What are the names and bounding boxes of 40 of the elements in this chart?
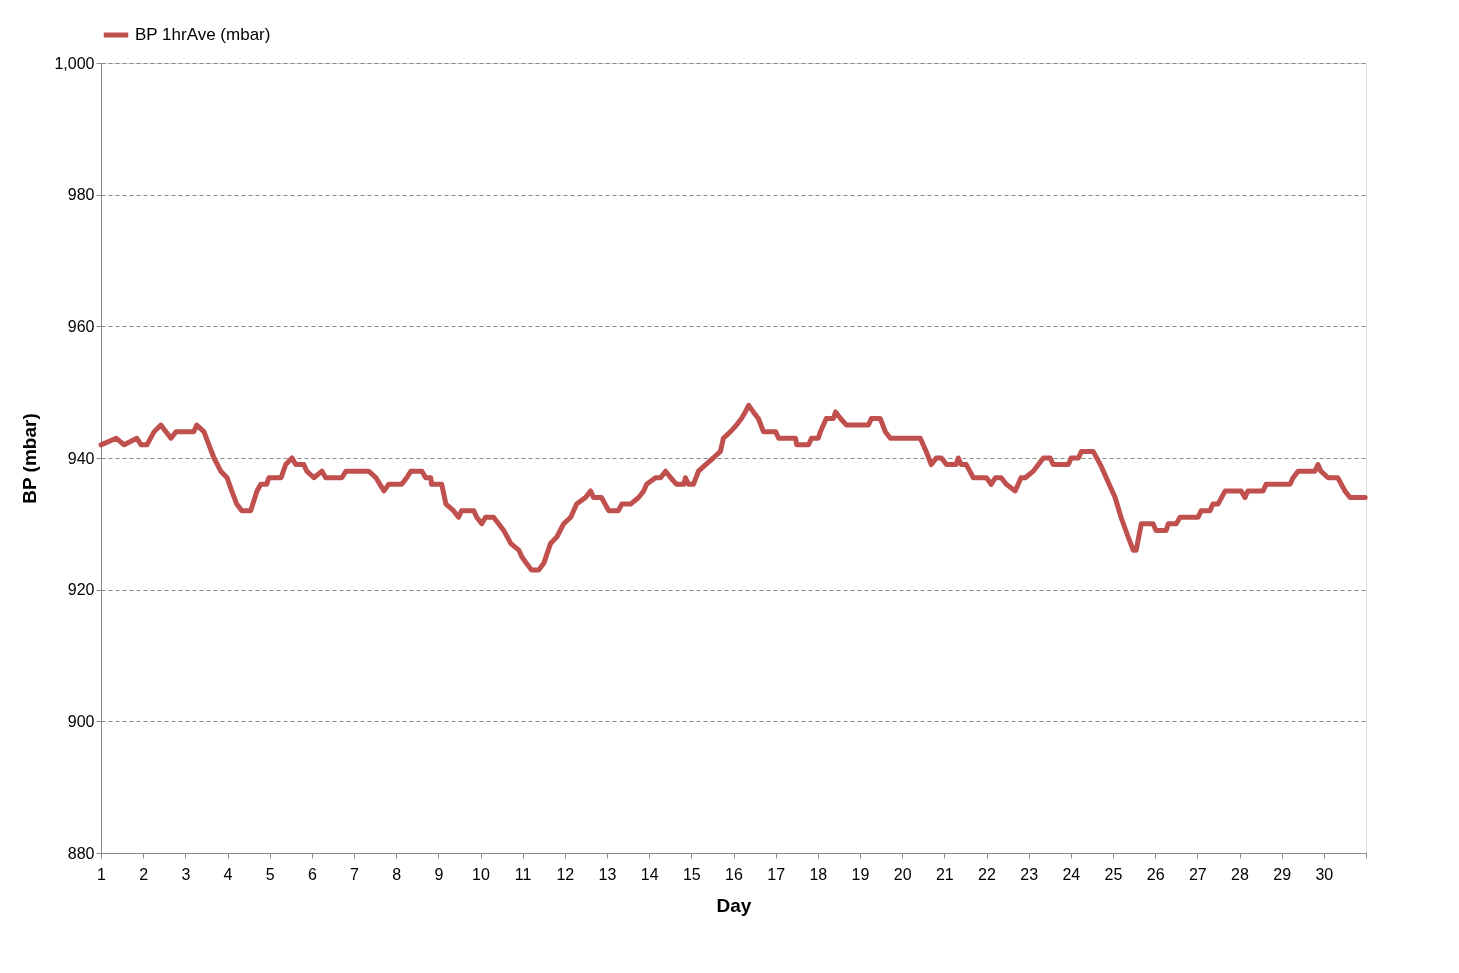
y-axis-title: BP (mbar) [19, 413, 41, 504]
x-tick-label: 14 [640, 865, 659, 883]
x-tick-label: 15 [682, 865, 701, 883]
x-tick-label: 6 [307, 865, 317, 883]
x-tick-label: 24 [1062, 865, 1081, 883]
x-tick-label: 17 [767, 865, 786, 883]
x-tick-label: 13 [598, 865, 617, 883]
x-tick-label: 27 [1188, 865, 1207, 883]
x-tick-label: 22 [978, 865, 996, 883]
x-tick-label: 4 [223, 865, 233, 883]
x-tick-label: 21 [935, 865, 954, 883]
x-tick-label: 7 [350, 865, 360, 883]
y-tick-label: 880 [67, 844, 95, 862]
y-tick-label: 960 [67, 317, 95, 335]
x-tick-label: 18 [809, 865, 828, 883]
x-tick-label: 11 [514, 865, 532, 883]
y-tick-label: 940 [67, 449, 95, 467]
x-tick-label: 2 [139, 865, 149, 883]
x-tick-label: 8 [392, 865, 402, 883]
x-tick-label: 9 [434, 865, 444, 883]
y-tick-label: 900 [67, 712, 95, 730]
x-tick-label: 5 [265, 865, 275, 883]
x-tick-label: 30 [1315, 865, 1334, 883]
x-tick-label: 23 [1020, 865, 1039, 883]
x-tick-label: 28 [1231, 865, 1249, 883]
x-tick-label: 12 [556, 865, 575, 883]
x-axis-title: Day [716, 894, 752, 916]
x-tick-label: 29 [1273, 865, 1292, 883]
y-tick-label: 1,000 [54, 54, 95, 72]
x-tick-label: 16 [725, 865, 743, 883]
y-tick-label: 920 [67, 581, 95, 599]
x-tick-label: 1 [97, 865, 107, 883]
y-tick-label: 980 [67, 186, 95, 204]
x-tick-label: 26 [1146, 865, 1165, 883]
x-tick-label: 19 [851, 865, 870, 883]
x-tick-label: 10 [472, 865, 490, 883]
x-tick-label: 25 [1104, 865, 1123, 883]
x-tick-label: 20 [893, 865, 912, 883]
legend-label: BP 1hrAve (mbar) [135, 25, 271, 44]
x-tick-label: 3 [181, 865, 191, 883]
